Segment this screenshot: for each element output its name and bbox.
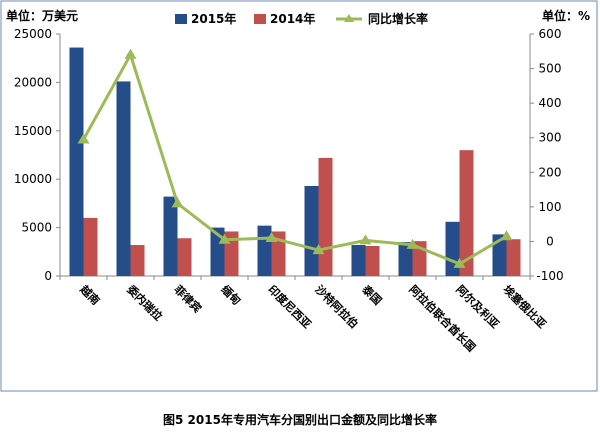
bar-2014	[177, 238, 192, 276]
right-y-tick-label: 400	[539, 96, 562, 110]
bar-2014	[83, 217, 98, 276]
legend: 2015年 2014年 同比增长率	[175, 11, 428, 26]
growth-rate-marker	[453, 257, 466, 268]
bar-2014	[318, 157, 333, 276]
growth-rate-marker	[124, 48, 137, 59]
left-y-tick-label: 10000	[14, 172, 52, 186]
growth-rate-marker	[171, 197, 184, 208]
left-y-tick-label: 5000	[21, 221, 52, 235]
right-y-tick-label: 200	[539, 165, 562, 179]
chart-frame	[0, 0, 598, 392]
bar-2014	[459, 150, 474, 276]
growth-rate-marker	[265, 231, 278, 242]
growth-rate-line	[82, 53, 508, 266]
legend-label-2015: 2015年	[191, 11, 236, 26]
bar-2015	[116, 81, 131, 276]
left-y-tick-label: 0	[44, 269, 52, 283]
left-unit-label: 单位：万美元	[6, 8, 78, 23]
bar-2015	[304, 185, 319, 276]
bar-2014	[365, 245, 380, 276]
right-y-tick-label: 600	[539, 27, 562, 41]
bar-2015	[69, 47, 84, 276]
bar-2015	[398, 242, 413, 276]
bar-2015	[351, 245, 366, 276]
right-y-tick-label: 500	[539, 62, 562, 76]
growth-rate-marker	[218, 233, 231, 244]
legend-swatch-2014	[254, 14, 266, 24]
legend-label-growth: 同比增长率	[368, 11, 428, 26]
right-y-tick-label: 0	[546, 234, 554, 248]
right-unit-label: 单位：%	[542, 8, 590, 23]
left-y-tick-label: 15000	[14, 124, 52, 138]
growth-rate-marker	[500, 230, 513, 241]
right-y-tick-label: 100	[539, 200, 562, 214]
right-y-tick-label: 300	[539, 131, 562, 145]
left-y-tick-label: 25000	[14, 27, 52, 41]
left-y-tick-label: 20000	[14, 75, 52, 89]
bar-2015	[492, 234, 507, 276]
figure-caption: 图5 2015年专用汽车分国别出口金额及同比增长率	[163, 412, 437, 427]
growth-rate-marker	[312, 244, 325, 255]
bar-2014	[130, 245, 145, 276]
growth-rate-marker	[406, 238, 419, 249]
legend-swatch-2015	[175, 14, 187, 24]
bar-2014	[506, 239, 521, 276]
bar-2015	[163, 196, 178, 276]
growth-rate-marker	[77, 133, 90, 144]
bar-2015	[257, 225, 272, 276]
legend-label-2014: 2014年	[270, 11, 315, 26]
growth-rate-marker	[359, 234, 372, 245]
legend-swatch-growth-marker	[344, 14, 354, 22]
bar-2014	[271, 231, 286, 276]
right-y-tick-label: -100	[536, 269, 563, 283]
